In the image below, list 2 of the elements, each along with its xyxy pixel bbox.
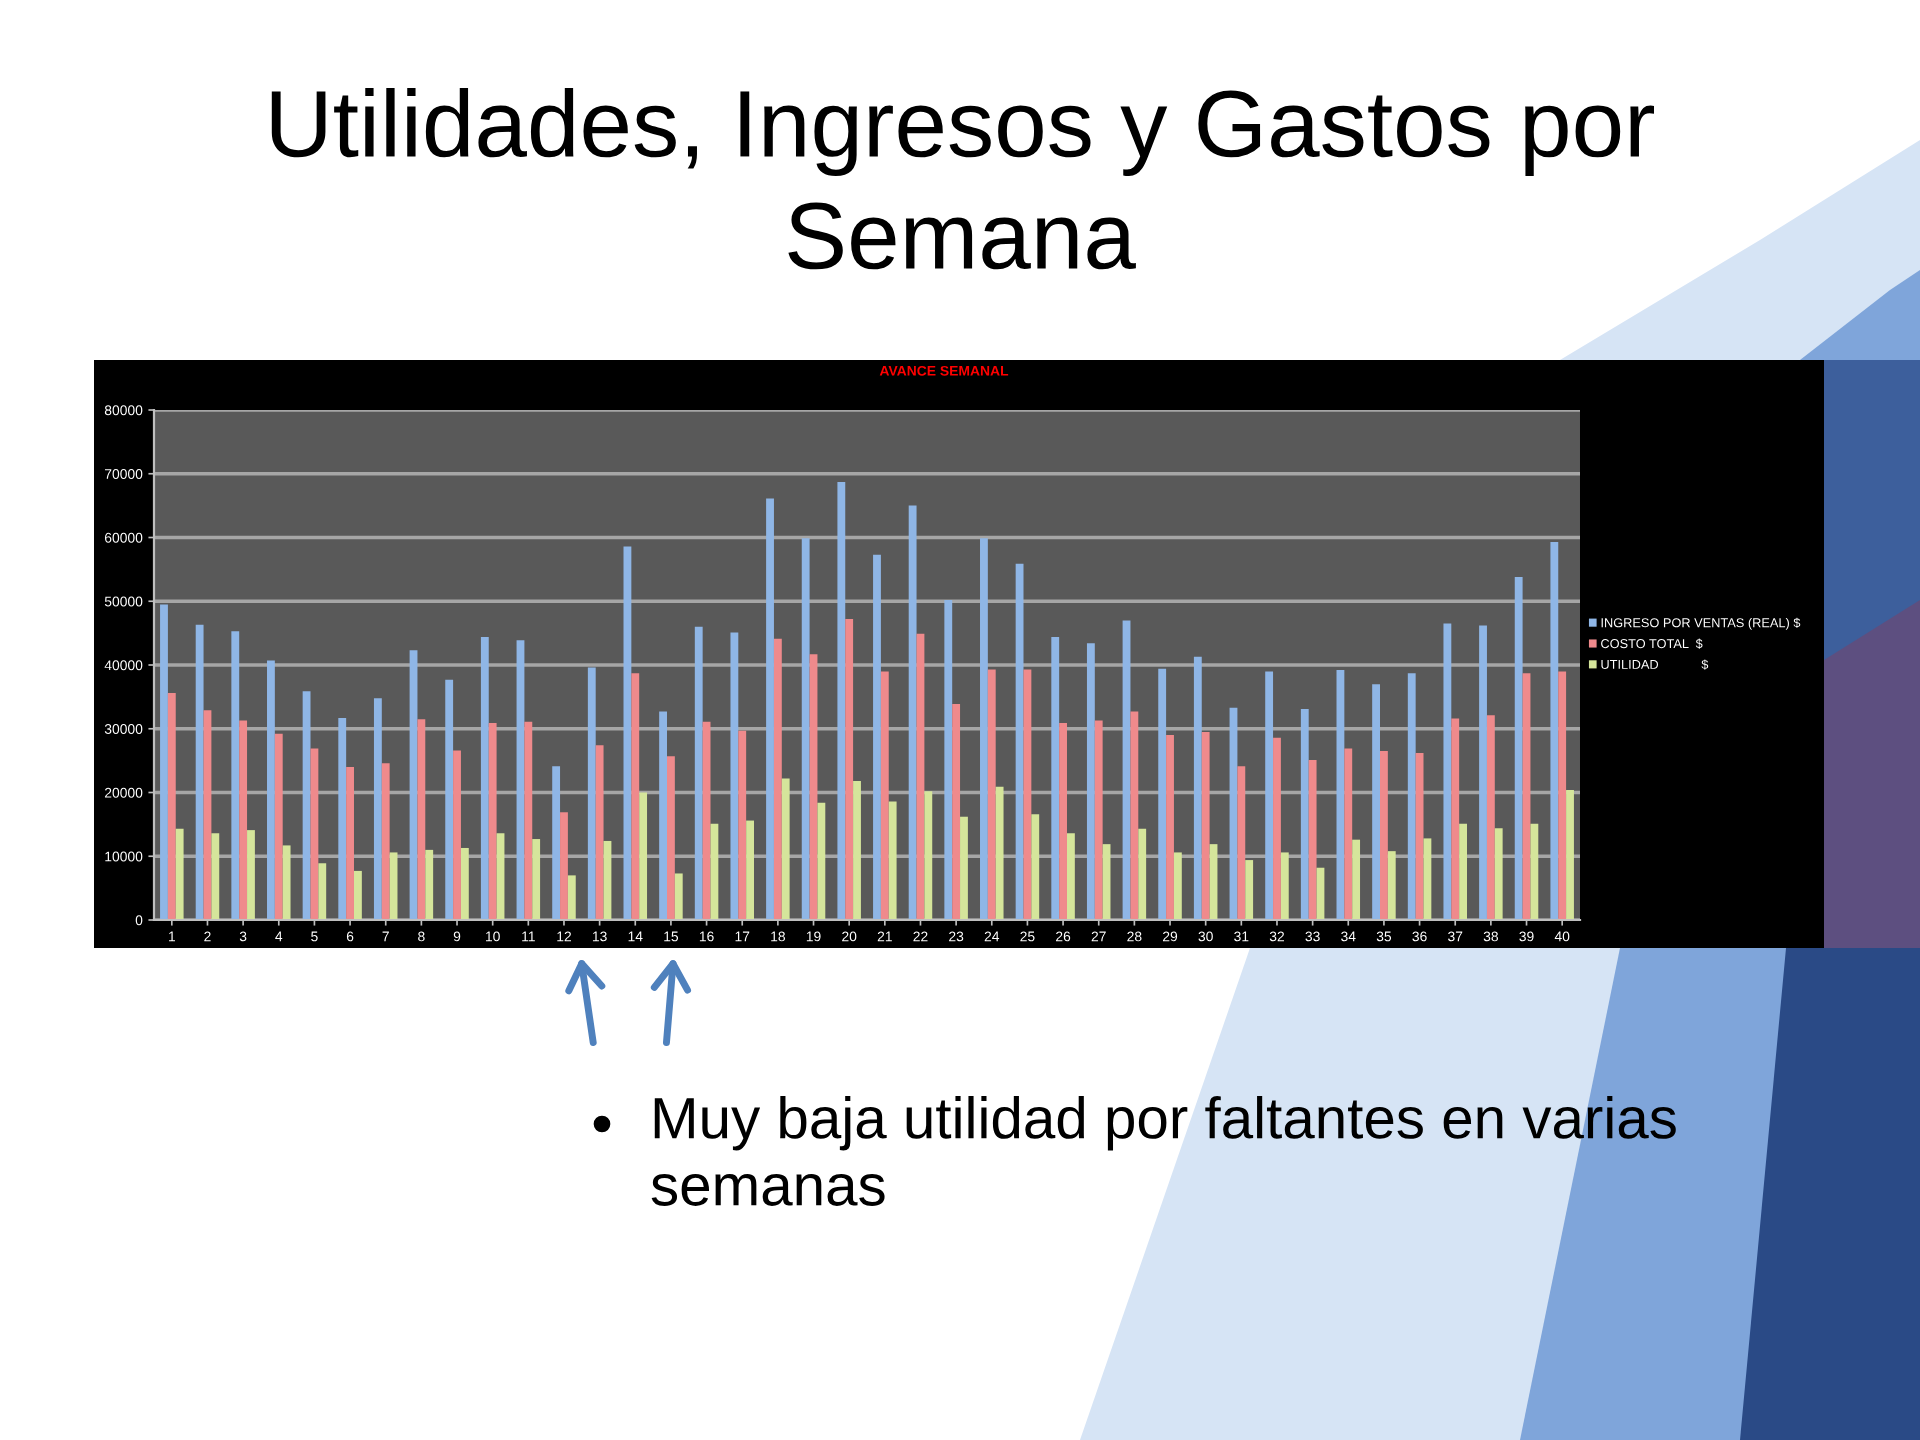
chart-title: Utilidades, Ingresos y Gastos por Semana (271, 88, 1655, 270)
text: Muy baja utilidad por faltantes en varias semanas (651, 1096, 1676, 1206)
